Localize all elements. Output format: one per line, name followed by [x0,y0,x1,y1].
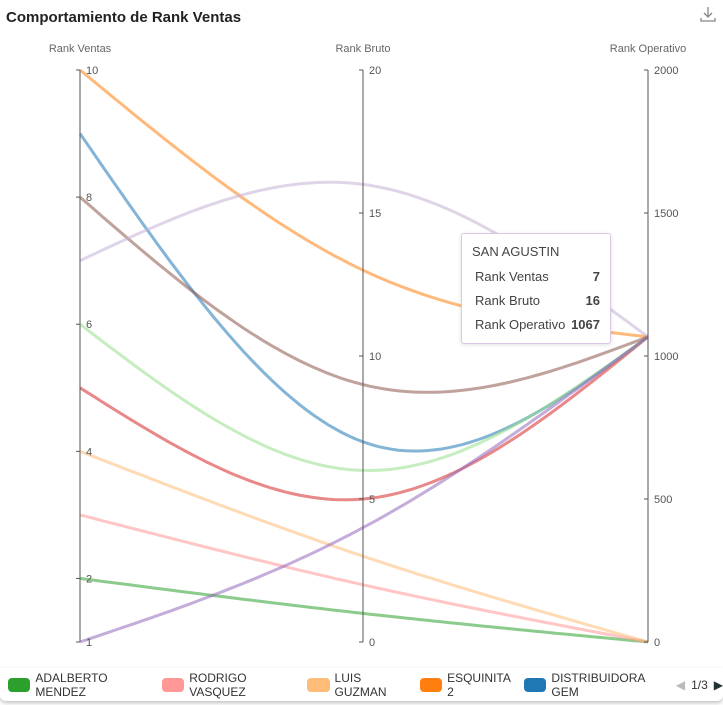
axis-1: Rank Bruto 0 5 10 15 20 [335,43,390,649]
legend-label: ESQUINITA 2 [447,670,511,699]
tick-label: 5 [369,494,375,506]
legend-swatch [419,677,443,692]
legend-label: ADALBERTO MENDEZ [35,670,108,699]
series-line-9[interactable] [79,335,649,644]
tick-label: 2 [86,573,92,585]
tick-label: 8 [86,192,92,204]
tick-label: 0 [369,637,375,649]
tick-label: 1500 [654,208,678,220]
legend-page: 1/3 [691,677,708,692]
legend-item[interactable]: ADALBERTO MENDEZ [8,671,153,699]
caret-right-icon[interactable]: ▶ [713,677,723,692]
axis-title: Rank Ventas [49,43,112,55]
tick-label: 15 [369,208,381,220]
tooltip-title: SAN AGUSTIN [472,244,560,259]
legend-label: LUIS GUZMAN [334,670,387,699]
tooltip: SAN AGUSTIN Rank Ventas 7 Rank Bruto 16 Ra… [461,233,611,344]
tick-label: 20 [369,65,381,77]
chart-title: Comportamiento de Rank Ventas [6,9,242,26]
tick-label: 2000 [654,65,678,77]
axis-0: Rank Ventas 1 2 4 6 8 10 [49,43,112,649]
tooltip-value: 16 [585,293,600,308]
tooltip-row: Rank Operativo 1067 [472,313,600,337]
tooltip-label: Rank Operativo [475,317,566,332]
legend-swatch [307,677,330,692]
legend-item[interactable]: ESQUINITA 2 [419,670,515,699]
tooltip-row: Rank Bruto 16 [472,289,600,313]
legend-swatch [161,677,185,692]
tick-label: 6 [86,319,92,331]
tooltip-value: 1067 [571,317,600,332]
tick-label: 10 [86,65,98,77]
legend-item[interactable]: DISTRIBUIDORA GEM [524,671,667,699]
legend-item[interactable]: LUIS GUZMAN [307,671,411,699]
legend: ADALBERTO MENDEZ RODRIGO VASQUEZ LUIS GU… [0,668,723,701]
axis-title: Rank Bruto [335,43,390,55]
series-lines [78,68,649,644]
series-line-5[interactable] [79,335,649,502]
tick-label: 0 [654,637,660,649]
legend-pager: ◀ 1/3 ▶ [676,678,723,692]
tooltip-label: Rank Ventas [475,269,549,284]
tick-label: 1000 [654,351,678,363]
tick-label: 500 [654,494,672,506]
tooltip-row: Rank Ventas 7 [472,265,600,289]
axis-title: Rank Operativo [610,43,686,55]
legend-swatch [8,677,31,692]
download-icon[interactable] [699,5,717,23]
tick-label: 10 [369,351,381,363]
legend-item[interactable]: RODRIGO VASQUEZ [161,670,298,699]
tick-label: 4 [86,446,92,458]
axis-2: Rank Operativo 0 500 1000 1500 2000 [610,43,686,649]
tooltip-value: 7 [592,269,600,284]
legend-label: DISTRIBUIDORA GEM [551,670,645,699]
caret-left-icon[interactable]: ◀ [675,677,686,692]
series-line-0[interactable] [79,576,649,644]
legend-swatch [524,677,547,692]
tick-label: 1 [86,637,92,649]
series-line-1[interactable] [79,513,649,644]
legend-label: RODRIGO VASQUEZ [189,670,247,699]
tooltip-label: Rank Bruto [475,293,541,308]
